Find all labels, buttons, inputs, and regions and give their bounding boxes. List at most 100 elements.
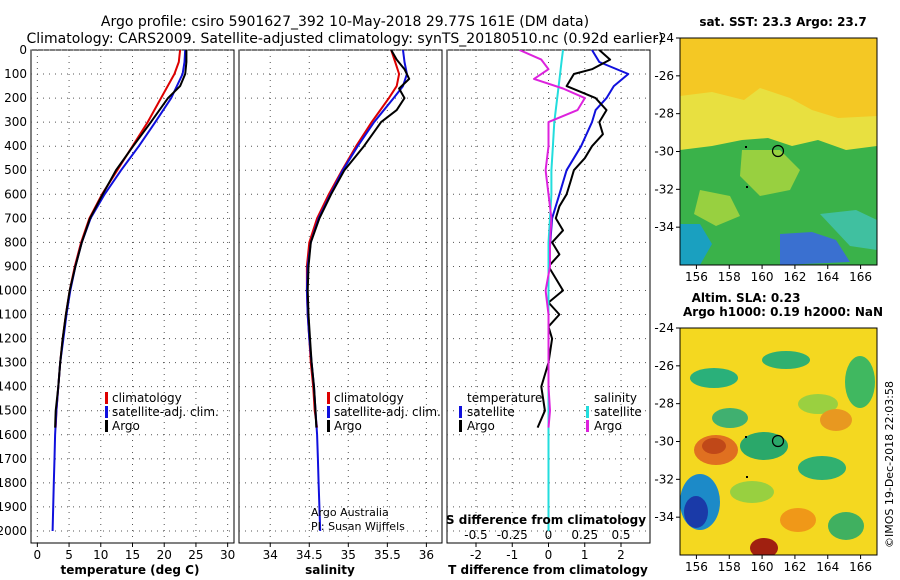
temperature-legend: climatology satellite-adj. clim. Argo xyxy=(105,391,219,433)
map-lon-label: 160 xyxy=(751,560,774,574)
difference-top-label: S difference from climatology xyxy=(446,513,646,527)
depth-tick-label: 800 xyxy=(4,235,27,249)
depth-tick-label: 1100 xyxy=(0,308,27,322)
map-lat-label: -26 xyxy=(654,359,674,373)
depth-tick-label: 1600 xyxy=(0,428,27,442)
legend-swatch-t-argo xyxy=(459,420,462,432)
s-diff-tick-label: -0.25 xyxy=(497,528,528,542)
x-tick-label: 25 xyxy=(188,548,203,562)
legend-swatch-satellite xyxy=(105,406,108,418)
sla-dot xyxy=(746,476,748,478)
depth-tick-label: 1900 xyxy=(0,500,27,514)
s-diff-tick-label: 0 xyxy=(545,528,553,542)
map-lat-label: -28 xyxy=(654,107,674,121)
s-diff-tick-label: -0.5 xyxy=(464,528,487,542)
difference-legend: temperature satellite Argo salinity sate… xyxy=(459,391,642,433)
x-tick-label: 20 xyxy=(157,548,172,562)
depth-tick-label: 1300 xyxy=(0,356,27,370)
x-tick-label: 10 xyxy=(93,548,108,562)
map-lat-label: -24 xyxy=(654,321,674,335)
sla-map-title-1: Altim. SLA: 0.23 xyxy=(692,291,801,305)
legend-swatch-t-satellite xyxy=(459,406,462,418)
map-lat-label: -26 xyxy=(654,69,674,83)
sla-map-title-2: Argo h1000: 0.19 h2000: NaN xyxy=(683,305,883,319)
x-tick-label: 35.5 xyxy=(374,548,401,562)
legend-swatch-climatology xyxy=(105,392,108,404)
x-tick-label: 0 xyxy=(34,548,42,562)
credit-line-1: Argo Australia xyxy=(311,506,389,519)
legend-argo: Argo xyxy=(334,419,362,433)
depth-tick-label: 400 xyxy=(4,139,27,153)
depth-tick-label: 600 xyxy=(4,187,27,201)
title-line-1: Argo profile: csiro 5901627_392 10-May-2… xyxy=(101,14,589,30)
salinity-satellite-adj-line xyxy=(305,50,408,532)
salinity-xlabel: salinity xyxy=(305,563,355,577)
difference-series xyxy=(519,50,630,531)
x-tick-label: 36 xyxy=(419,548,434,562)
depth-axis: 0 100 200 300 400 500 600 700 800 900 1000 1100 1200… xyxy=(0,43,27,538)
map-lat-label: -30 xyxy=(654,435,674,449)
x-tick-label: -2 xyxy=(470,548,482,562)
temperature-satellite-adj-line xyxy=(51,50,187,532)
depth-tick-label: 900 xyxy=(4,259,27,273)
map-lon-label: 162 xyxy=(783,560,806,574)
legend-t-argo: Argo xyxy=(467,419,495,433)
legend-argo: Argo xyxy=(112,419,140,433)
sla-dot xyxy=(745,436,747,438)
map-lat-label: -34 xyxy=(654,220,674,234)
difference-xlabel: T difference from climatology xyxy=(448,563,648,577)
map-lon-label: 156 xyxy=(685,270,708,284)
legend-temperature-title: temperature xyxy=(467,391,542,405)
temperature-xlabel: temperature (deg C) xyxy=(61,563,200,577)
map-lon-label: 164 xyxy=(816,270,839,284)
x-axes: 0 5 10 15 20 25 30 34 34.5 35 35.5 36 -2 -1 0 1 2 -0.5 -0.… xyxy=(34,528,631,562)
legend-swatch-s-argo xyxy=(586,420,589,432)
depth-tick-label: 1200 xyxy=(0,332,27,346)
map-lon-label: 158 xyxy=(718,560,741,574)
depth-tick-label: 2000 xyxy=(0,524,27,538)
depth-tick-label: 1700 xyxy=(0,452,27,466)
sst-dot xyxy=(745,146,747,148)
x-tick-label: 30 xyxy=(220,548,235,562)
depth-tick-label: 1500 xyxy=(0,404,27,418)
sst-argo-marker xyxy=(771,144,785,158)
map-lat-label: -32 xyxy=(654,182,674,196)
s-diff-tick-label: 0.5 xyxy=(611,528,630,542)
legend-s-satellite: satellite xyxy=(594,405,642,419)
x-tick-label: 2 xyxy=(617,548,625,562)
legend-swatch-s-satellite xyxy=(586,406,589,418)
temperature-argo-line xyxy=(54,50,188,428)
salinity-argo-line xyxy=(306,50,411,428)
credit-line-2: PI: Susan Wijffels xyxy=(311,520,405,533)
map-lon-label: 160 xyxy=(751,270,774,284)
salinity-series xyxy=(305,50,411,532)
map-lat-label: -30 xyxy=(654,145,674,159)
sla-argo-marker xyxy=(771,434,785,448)
legend-climatology: climatology xyxy=(112,391,182,405)
salinity-panel xyxy=(238,49,443,544)
x-tick-label: -1 xyxy=(506,548,518,562)
map-lat-label: -34 xyxy=(654,510,674,524)
x-tick-label: 34 xyxy=(263,548,278,562)
depth-tick-label: 700 xyxy=(4,211,27,225)
map-lon-label: 166 xyxy=(849,270,872,284)
t-satellite-diff-line xyxy=(547,50,630,428)
map-lat-label: -32 xyxy=(654,472,674,486)
map-lon-label: 164 xyxy=(816,560,839,574)
sst-map-axes: 156 158 160 162 164 166 -24 -26 -28 -30 -32 -34 xyxy=(654,31,872,284)
sla-map xyxy=(680,328,877,555)
legend-swatch-satellite xyxy=(327,406,330,418)
map-lon-label: 162 xyxy=(783,270,806,284)
legend-swatch-climatology xyxy=(327,392,330,404)
x-tick-label: 15 xyxy=(125,548,140,562)
legend-t-satellite: satellite xyxy=(467,405,515,419)
depth-tick-label: 1400 xyxy=(0,380,27,394)
sst-map-title: sat. SST: 23.3 Argo: 23.7 xyxy=(699,15,866,29)
depth-tick-label: 300 xyxy=(4,115,27,129)
depth-tick-label: 1800 xyxy=(0,476,27,490)
map-lon-label: 166 xyxy=(849,560,872,574)
sst-dot xyxy=(746,186,748,188)
temperature-series xyxy=(51,50,188,532)
x-tick-label: 34.5 xyxy=(296,548,323,562)
